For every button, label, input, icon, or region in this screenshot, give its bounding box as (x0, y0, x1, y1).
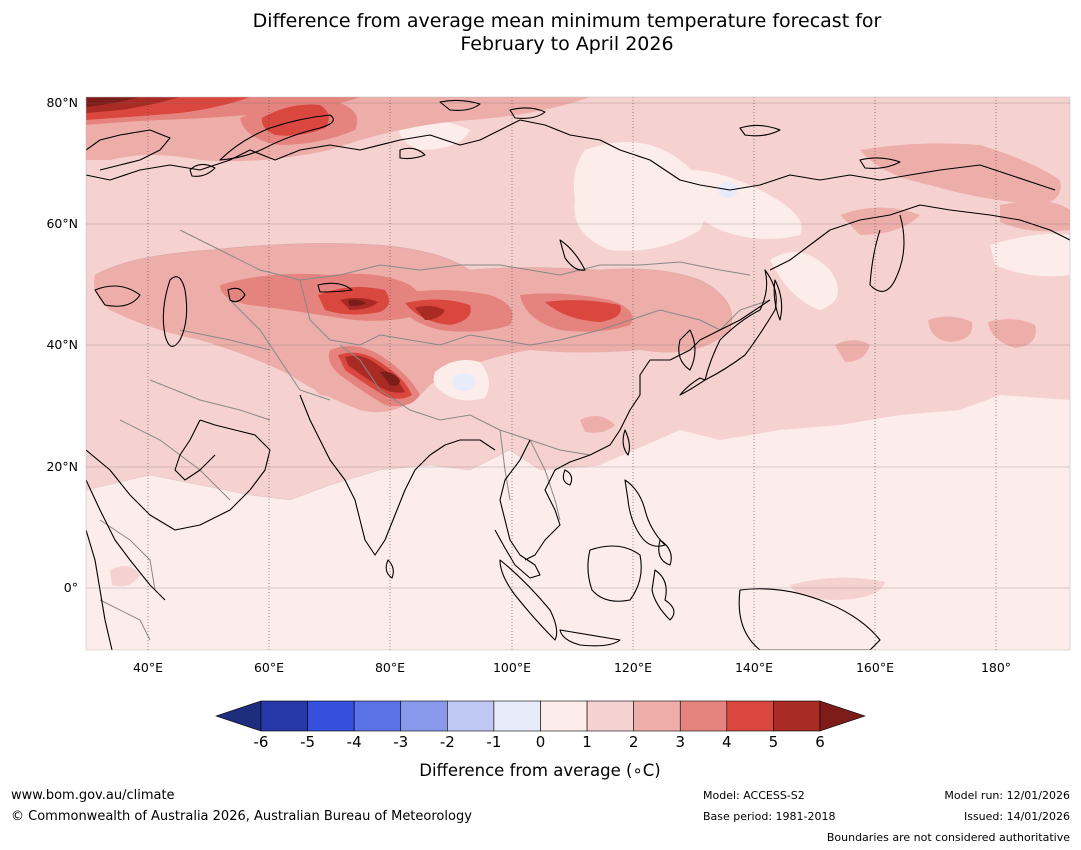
colorbar-segment (540, 700, 588, 732)
lon-label-160e: 160°E (855, 660, 894, 675)
colorbar-tick-label: -4 (346, 733, 362, 751)
colorbar-tick-label: 0 (535, 733, 546, 751)
lon-label-140e: 140°E (734, 660, 773, 675)
issued-text: Issued: 14/01/2026 (963, 810, 1070, 823)
anomaly-2-3-pacific-a (928, 316, 973, 342)
meridians (147, 97, 997, 650)
anomaly-0-1-far-east (770, 252, 838, 310)
lat-label-60n: 60°N (46, 216, 78, 231)
anomaly-2-3-north-pacific (860, 143, 1061, 205)
anomaly-2-3-pacific-c (835, 340, 870, 362)
colorbar-segment (773, 700, 821, 732)
map-frame (85, 96, 1071, 651)
anomaly-4-5-barents (261, 104, 329, 136)
colorbar-extend-low (215, 700, 262, 732)
forecast-map (85, 96, 1071, 651)
colorbar-segment (307, 700, 355, 732)
colorbar-segment (353, 700, 402, 732)
anomaly-4-5-mongolia (545, 300, 621, 322)
copyright-text: © Commonwealth of Australia 2026, Austra… (11, 809, 472, 824)
colorbar-segment (726, 700, 774, 732)
lon-label-60e: 60°E (253, 660, 285, 675)
anomaly-0-1-siberia (573, 142, 707, 251)
lon-label-120e: 120°E (613, 660, 652, 675)
country-boundaries (99, 229, 771, 641)
lon-label-40e: 40°E (132, 660, 164, 675)
lat-label-40n: 40°N (46, 337, 78, 352)
colorbar-tick-label: 1 (582, 733, 592, 751)
colorbar-segment (633, 700, 681, 732)
anomaly-1-2-pacific (790, 577, 885, 600)
colorbar-segment (447, 700, 495, 732)
anomaly-2-3-yunnan (580, 416, 615, 433)
colorbar-segment (493, 700, 541, 732)
anomaly-1-2-arabia (110, 566, 140, 587)
lat-label-0: 0° (63, 580, 78, 595)
lon-label-180: 180° (980, 660, 1012, 675)
coastlines (86, 99, 1070, 650)
lat-label-80n: 80°N (46, 95, 78, 110)
colorbar-segment (586, 700, 634, 732)
colorbar-segment (400, 700, 448, 732)
anomaly-above-6-kazakhstan (348, 299, 366, 307)
colorbar-tick-label: -2 (439, 733, 455, 751)
title-line-2: February to April 2026 (460, 33, 674, 55)
anomaly-2-3-okhotsk (840, 207, 920, 235)
title-line-1: Difference from average mean minimum tem… (252, 10, 882, 32)
colorbar-extend-high (819, 700, 866, 732)
anomaly-minus1-0-tibet-core (452, 373, 476, 391)
contour-lines (86, 243, 733, 501)
colorbar-tick-label: 5 (768, 733, 779, 751)
anomaly-above-6-karakoram (380, 371, 400, 386)
colorbar-tick-label: 4 (722, 733, 732, 751)
lon-label-80e: 80°E (374, 660, 406, 675)
colorbar-tick-label: 3 (675, 733, 686, 751)
lat-label-20n: 20°N (46, 459, 78, 474)
model-text: Model: ACCESS-S2 (703, 789, 805, 802)
colorbar-tick-label: 2 (628, 733, 639, 751)
colorbar-tick-label: -6 (253, 733, 269, 751)
model-run-text: Model run: 12/01/2026 (944, 789, 1070, 802)
graticule (86, 102, 1070, 589)
base-period-text: Base period: 1981-2018 (703, 810, 836, 823)
anomaly-0-1-east-siberia (660, 170, 802, 239)
map-title: Difference from average mean minimum tem… (0, 10, 1081, 56)
disclaimer-text: Boundaries are not considered authoritat… (826, 831, 1070, 844)
colorbar-tick-label: -3 (393, 733, 409, 751)
colorbar-tick-label: 6 (815, 733, 825, 751)
lon-label-100e: 100°E (492, 660, 531, 675)
colorbar-label: Difference from average (∘C) (419, 761, 661, 780)
colorbar-segment (679, 700, 728, 732)
anomaly-0-1-arctic-east (990, 233, 1070, 277)
anomaly-2-3-pacific-b (988, 319, 1036, 348)
colorbar-segment (260, 700, 308, 732)
anomaly-above-6-arctic (86, 97, 140, 107)
colorbar-tick-label: -1 (486, 733, 502, 751)
colorbar-segments (215, 700, 866, 732)
website-url[interactable]: www.bom.gov.au/climate (11, 788, 175, 803)
anomaly-5-6-tarim (415, 305, 445, 320)
colorbar-tick-label: -5 (300, 733, 316, 751)
